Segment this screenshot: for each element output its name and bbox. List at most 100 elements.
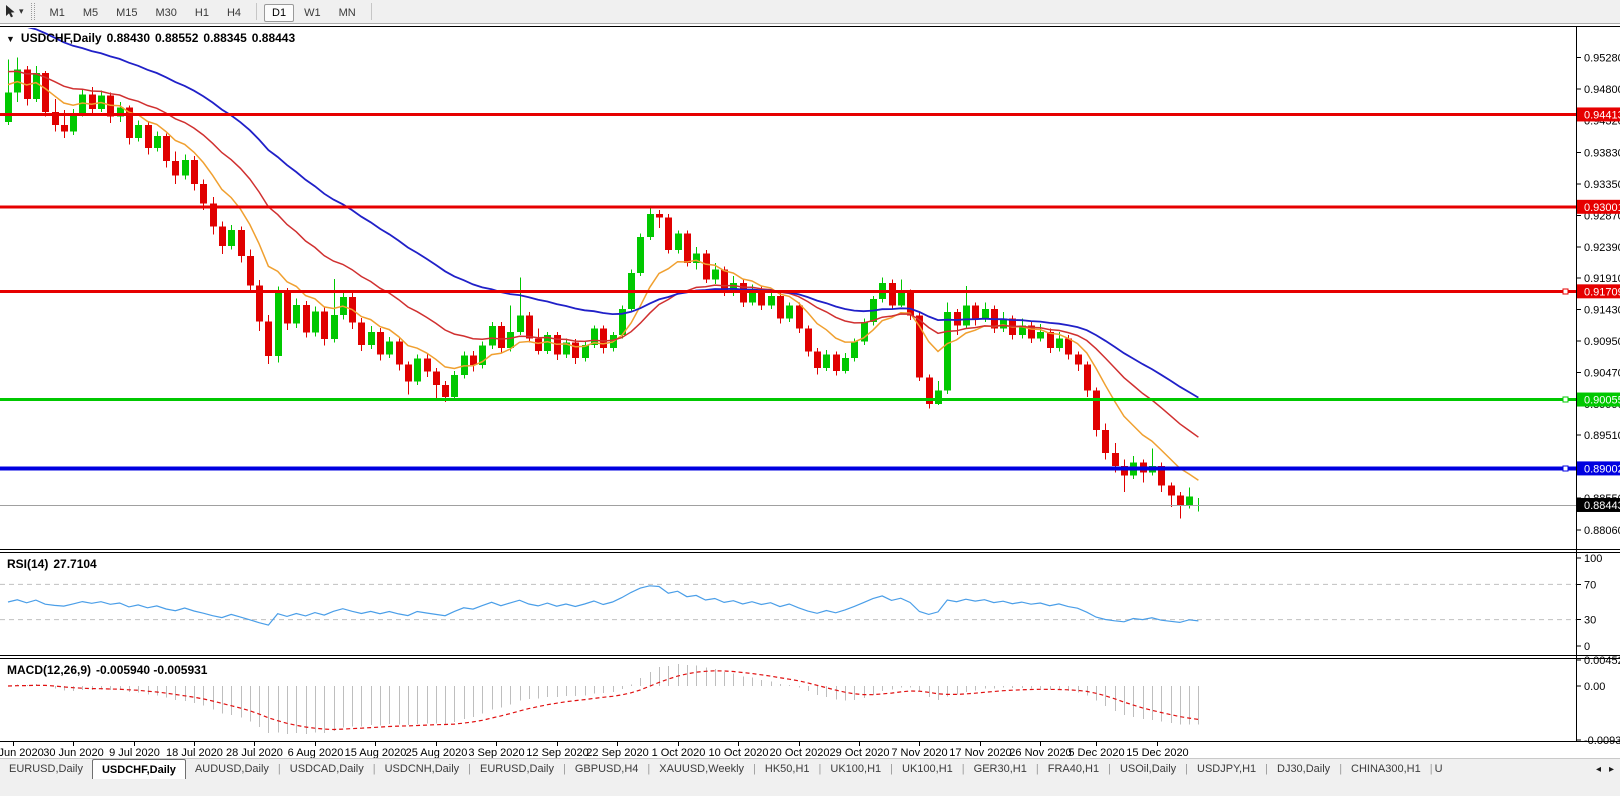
timeframe-toolbar: ▾ M1 M5 M15 M30 H1 H4 D1 W1 MN <box>0 0 1620 24</box>
svg-text:26 Nov 2020: 26 Nov 2020 <box>1009 747 1071 759</box>
svg-text:15 Aug 2020: 15 Aug 2020 <box>345 747 407 759</box>
tab-separator: | <box>961 763 965 775</box>
symbol-tab-usdchf-daily[interactable]: USDCHF,Daily <box>91 759 186 779</box>
symbol-tab-xauusd-weekly[interactable]: XAUUSD,Weekly <box>659 763 745 775</box>
svg-text:0.90055: 0.90055 <box>1584 395 1620 407</box>
timeframe-button-w1[interactable]: W1 <box>304 6 321 19</box>
svg-text:0.90950: 0.90950 <box>1584 336 1620 348</box>
svg-text:12 Sep 2020: 12 Sep 2020 <box>526 747 588 759</box>
svg-text:0.91430: 0.91430 <box>1584 305 1620 317</box>
tab-scroll-left-icon[interactable]: ◂ <box>1595 763 1601 775</box>
symbol-tab-fra40-h1[interactable]: FRA40,H1 <box>1047 763 1100 775</box>
timeframe-button-m15[interactable]: M15 <box>116 6 138 19</box>
svg-text:5 Dec 2020: 5 Dec 2020 <box>1068 747 1124 759</box>
macd-name: MACD(12,26,9) <box>7 663 92 677</box>
symbol-tab-audusd-daily[interactable]: AUDUSD,Daily <box>194 763 269 775</box>
tab-separator: | <box>468 763 472 775</box>
timeframe-button-m30[interactable]: M30 <box>155 6 177 19</box>
symbol-tab-uk100-h1[interactable]: UK100,H1 <box>830 763 882 775</box>
svg-text:15 Dec 2020: 15 Dec 2020 <box>1126 747 1188 759</box>
svg-text:0.93350: 0.93350 <box>1584 179 1620 191</box>
chart-symbol-label: USDCHF,Daily <box>20 31 102 45</box>
symbol-tab-ger30-h1[interactable]: GER30,H1 <box>973 763 1027 775</box>
svg-text:0.94413: 0.94413 <box>1584 109 1620 121</box>
symbol-tab-china300-h1[interactable]: CHINA300,H1 <box>1351 763 1421 775</box>
tab-separator: | <box>647 763 651 775</box>
timeframe-button-d1[interactable]: D1 <box>264 3 295 22</box>
svg-text:10 Oct 2020: 10 Oct 2020 <box>709 747 769 759</box>
timeframe-button-mn[interactable]: MN <box>338 6 356 19</box>
toolbar-separator <box>370 3 372 20</box>
svg-text:0.89002: 0.89002 <box>1584 463 1620 475</box>
svg-text:0.88443: 0.88443 <box>1584 500 1620 512</box>
ohlc-close: 0.88443 <box>251 31 296 45</box>
tab-separator: | <box>277 763 281 775</box>
svg-text:0.92390: 0.92390 <box>1584 242 1620 254</box>
symbol-tab-hk50-h1[interactable]: HK50,H1 <box>764 763 810 775</box>
tab-scroll-right-icon[interactable]: ▸ <box>1608 763 1614 775</box>
ohlc-high: 0.88552 <box>155 31 199 45</box>
timeframe-button-m5[interactable]: M5 <box>82 6 99 19</box>
symbol-tab-usdjpy-h1[interactable]: USDJPY,H1 <box>1197 763 1257 775</box>
svg-text:30: 30 <box>1584 615 1596 627</box>
symbol-tab-dj30-daily[interactable]: DJ30,Daily <box>1277 763 1331 775</box>
tab-separator: | <box>818 763 822 775</box>
symbol-tab-bar: EURUSD,Daily USDCHF,Daily AUDUSD,Daily | USD… <box>0 758 1620 779</box>
svg-text:0.88060: 0.88060 <box>1584 525 1620 537</box>
macd-values: -0.005940 -0.005931 <box>96 663 208 677</box>
rsi-name: RSI(14) <box>7 557 49 571</box>
cursor-tool-icon[interactable] <box>4 4 16 19</box>
svg-text:0.93830: 0.93830 <box>1584 148 1620 160</box>
symbol-tab-gbpusd-h4[interactable]: GBPUSD,H4 <box>574 763 639 775</box>
toolbar-separator <box>256 3 258 20</box>
tab-overflow-truncated[interactable]: U <box>1434 763 1443 775</box>
dropdown-caret-icon[interactable]: ▾ <box>19 6 24 16</box>
svg-text:7 Nov 2020: 7 Nov 2020 <box>891 747 947 759</box>
svg-text:22 Sep 2020: 22 Sep 2020 <box>586 747 648 759</box>
svg-text:-0.009348: -0.009348 <box>1584 735 1620 747</box>
svg-text:18 Jul 2020: 18 Jul 2020 <box>166 747 223 759</box>
tab-separator: | <box>1035 763 1039 775</box>
svg-text:0.00: 0.00 <box>1584 681 1605 693</box>
timeframe-button-m1[interactable]: M1 <box>49 6 65 19</box>
svg-text:0.91910: 0.91910 <box>1584 273 1620 285</box>
svg-text:9 Jul 2020: 9 Jul 2020 <box>109 747 160 759</box>
timeframe-group-intraday: M1 M5 M15 M30 H1 H4 <box>41 3 251 21</box>
symbol-tab-eurusd-daily[interactable]: EURUSD,Daily <box>480 763 554 775</box>
chart-title: ▼ USDCHF,Daily 0.88430 0.88552 0.88345 0.8844… <box>6 31 300 45</box>
symbol-tab-usdcnh-daily[interactable]: USDCNH,Daily <box>384 763 460 775</box>
svg-text:20 Jun 2020: 20 Jun 2020 <box>0 747 44 759</box>
toolbar-grip[interactable] <box>30 3 35 20</box>
svg-text:0.004527: 0.004527 <box>1584 655 1620 667</box>
symbol-tab-eurusd-daily[interactable]: EURUSD,Daily <box>9 763 83 775</box>
tab-separator: | <box>1108 763 1111 775</box>
svg-text:0.93001: 0.93001 <box>1584 202 1620 214</box>
macd-indicator-label: MACD(12,26,9) -0.005940 -0.005931 <box>7 663 212 677</box>
tab-separator: | <box>562 763 566 775</box>
svg-text:20 Oct 2020: 20 Oct 2020 <box>770 747 830 759</box>
svg-text:0.95280: 0.95280 <box>1584 53 1620 65</box>
rsi-indicator-label: RSI(14) 27.7104 <box>7 557 102 571</box>
timeframe-button-h4[interactable]: H4 <box>226 6 242 19</box>
symbol-tab-usdcad-daily[interactable]: USDCAD,Daily <box>289 763 364 775</box>
timeframe-button-h1[interactable]: H1 <box>194 6 209 19</box>
symbol-tab-uk100-h1[interactable]: UK100,H1 <box>902 763 953 775</box>
ohlc-low: 0.88345 <box>203 31 247 45</box>
svg-text:3 Sep 2020: 3 Sep 2020 <box>468 747 524 759</box>
timeframe-group-higher: D1 W1 MN <box>263 3 365 22</box>
symbol-tab-usoil-daily[interactable]: USOil,Daily <box>1119 763 1177 775</box>
svg-text:100: 100 <box>1584 553 1602 565</box>
svg-text:29 Oct 2020: 29 Oct 2020 <box>830 747 890 759</box>
rsi-value: 27.7104 <box>53 557 97 571</box>
svg-text:6 Aug 2020: 6 Aug 2020 <box>288 747 344 759</box>
status-strip <box>0 779 1620 796</box>
tab-separator: | <box>1265 763 1268 775</box>
svg-text:30 Jun 2020: 30 Jun 2020 <box>43 747 104 759</box>
ohlc-open: 0.88430 <box>106 31 150 45</box>
tab-separator: | <box>1339 763 1343 775</box>
svg-text:25 Aug 2020: 25 Aug 2020 <box>406 747 468 759</box>
svg-text:0.91709: 0.91709 <box>1584 286 1620 298</box>
collapse-triangle-icon[interactable]: ▼ <box>6 34 15 44</box>
